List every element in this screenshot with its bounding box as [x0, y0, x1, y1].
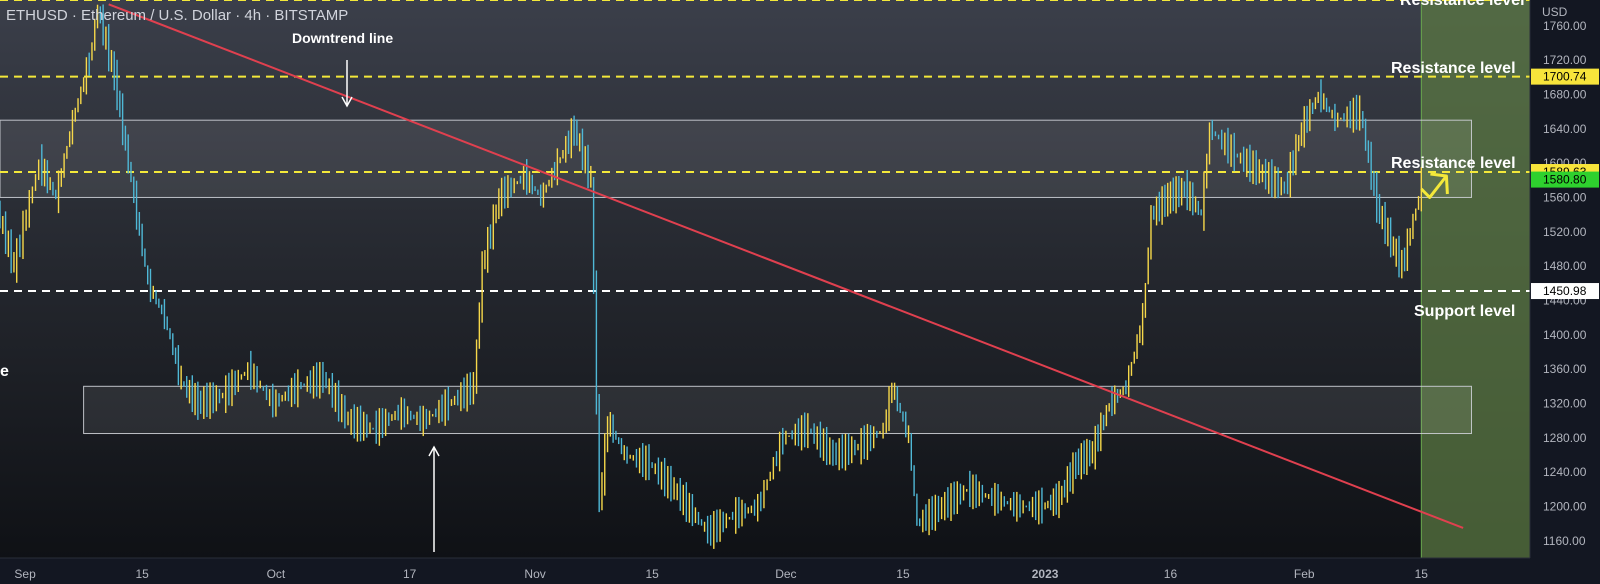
support-badge: 1450.98: [1543, 284, 1587, 298]
price-tick: 1560.00: [1543, 190, 1587, 204]
downtrend-line: [108, 3, 1464, 529]
support-badge-bg: [1531, 283, 1599, 300]
resistance-1-badge: 1700.74: [1543, 70, 1587, 84]
price-zone-2: [83, 385, 1472, 435]
time-tick: 17: [403, 567, 417, 581]
time-tick: Sep: [14, 567, 36, 581]
price-tick: 1400.00: [1543, 328, 1587, 342]
price-tick: 1640.00: [1543, 122, 1587, 136]
time-tick: Oct: [267, 567, 286, 581]
resistance-label-2: Resistance level: [1391, 155, 1516, 172]
time-tick: Dec: [775, 567, 796, 581]
price-tick: 1200.00: [1543, 499, 1587, 513]
resistance-1-badge-bg: [1531, 68, 1599, 85]
time-tick: 16: [1164, 567, 1178, 581]
time-tick: 15: [135, 567, 149, 581]
price-tick: 1280.00: [1543, 431, 1587, 445]
time-tick: 15: [896, 567, 910, 581]
price-tick: 1240.00: [1543, 465, 1587, 479]
price-tick: 1160.00: [1543, 534, 1586, 548]
price-tick: 1480.00: [1543, 259, 1587, 273]
projection-arrow: [1420, 175, 1448, 199]
support-zone-pointer-head: [428, 445, 440, 457]
projection-arrow-head: [1430, 172, 1449, 195]
left-edge-label: e: [0, 363, 9, 380]
time-tick: 2023: [1032, 567, 1059, 581]
price-tick: 1760.00: [1543, 19, 1587, 33]
price-tick: 1520.00: [1543, 225, 1587, 239]
time-tick: 15: [645, 567, 659, 581]
price-tick: 1360.00: [1543, 362, 1587, 376]
downtrend-pointer-head: [341, 96, 353, 108]
chart-title: ETHUSD · Ethereum / U.S. Dollar · 4h · B…: [6, 7, 349, 24]
current-price-badge: 1580.80: [1543, 173, 1587, 187]
price-tick: 1680.00: [1543, 87, 1587, 101]
time-axis-bg: [0, 558, 1600, 584]
price-tick: 1720.00: [1543, 53, 1587, 67]
forecast-region: [1421, 0, 1530, 558]
time-tick: Feb: [1294, 567, 1315, 581]
price-zone-1: [0, 119, 1472, 198]
price-series: [0, 4, 1423, 549]
downtrend-label: Downtrend line: [292, 30, 393, 46]
current-price-badge-bg: [1531, 171, 1599, 188]
time-tick: Nov: [524, 567, 545, 581]
support-label: Support level: [1414, 303, 1515, 320]
resistance-label-top: Resistance level: [1400, 0, 1525, 9]
currency-label: USD: [1542, 5, 1568, 19]
time-tick: 15: [1415, 567, 1429, 581]
resistance-label-1: Resistance level: [1391, 60, 1516, 77]
price-tick: 1320.00: [1543, 396, 1587, 410]
